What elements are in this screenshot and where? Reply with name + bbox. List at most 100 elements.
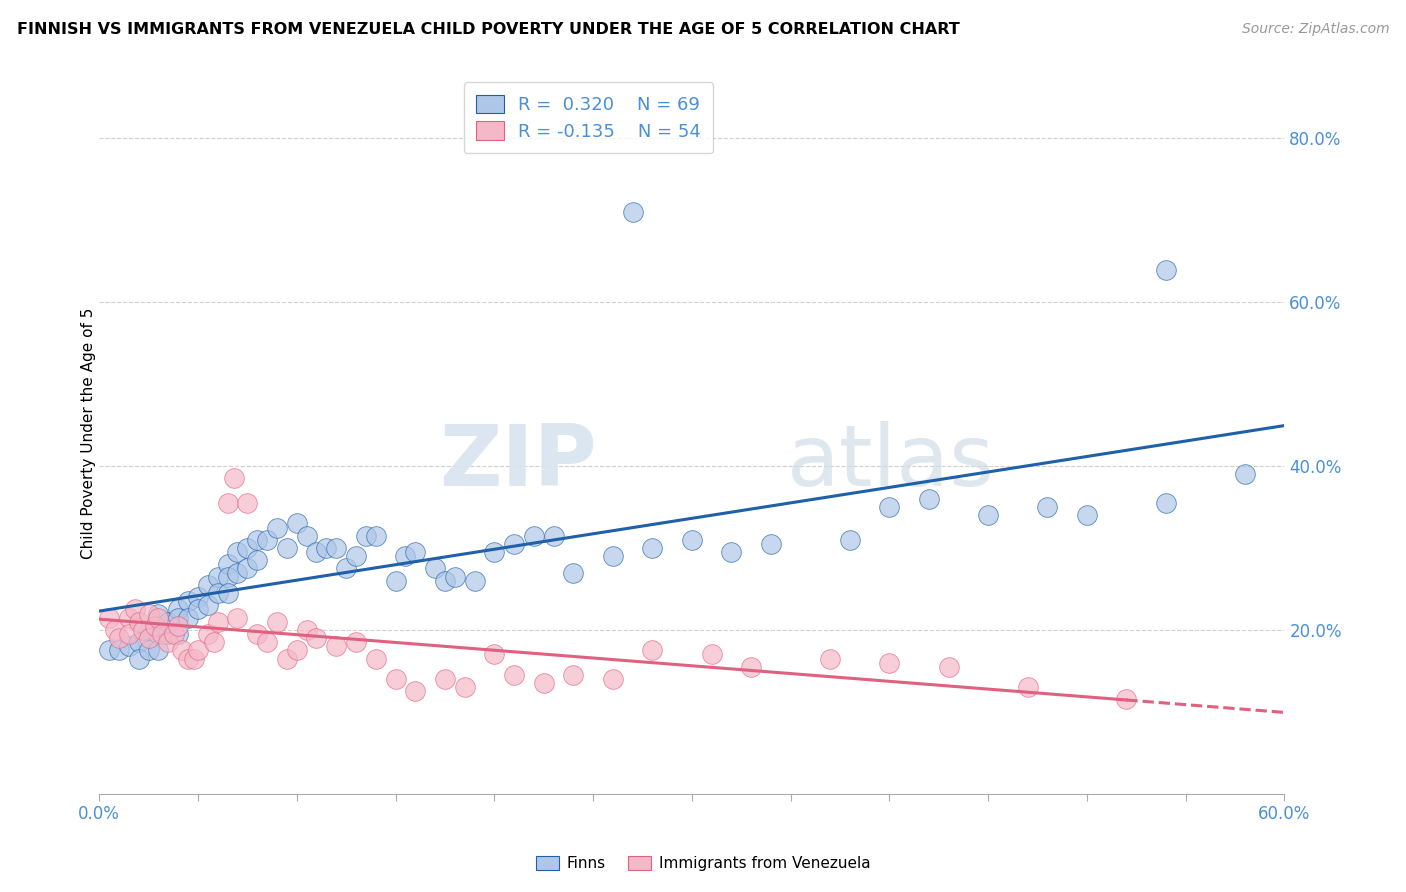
Point: [641, 541, 664, 555]
Point: [138, 607, 160, 621]
Point: [108, 643, 131, 657]
Point: [641, 643, 664, 657]
Point: [202, 635, 225, 649]
Point: [183, 651, 205, 665]
Y-axis label: Child Poverty Under the Age of 5: Child Poverty Under the Age of 5: [80, 308, 96, 559]
Point: [256, 635, 278, 649]
Point: [533, 676, 555, 690]
Point: [602, 549, 624, 564]
Point: [918, 491, 941, 506]
Point: [148, 610, 170, 624]
Point: [562, 668, 585, 682]
Point: [131, 623, 153, 637]
Point: [423, 561, 446, 575]
Point: [364, 529, 387, 543]
Point: [246, 553, 269, 567]
Point: [295, 623, 318, 637]
Point: [354, 529, 377, 543]
Point: [433, 574, 456, 588]
Point: [344, 549, 367, 564]
Point: [236, 496, 259, 510]
Point: [167, 619, 190, 633]
Text: atlas: atlas: [786, 421, 994, 504]
Point: [236, 541, 259, 555]
Point: [503, 537, 526, 551]
Point: [384, 574, 406, 588]
Point: [1233, 467, 1256, 482]
Point: [148, 607, 170, 621]
Point: [124, 602, 146, 616]
Point: [938, 659, 960, 673]
Point: [128, 615, 150, 629]
Point: [98, 643, 121, 657]
Point: [384, 672, 406, 686]
Point: [148, 643, 170, 657]
Text: FINNISH VS IMMIGRANTS FROM VENEZUELA CHILD POVERTY UNDER THE AGE OF 5 CORRELATIO: FINNISH VS IMMIGRANTS FROM VENEZUELA CHI…: [17, 22, 960, 37]
Point: [404, 684, 426, 698]
Point: [217, 496, 239, 510]
Text: ZIP: ZIP: [439, 421, 598, 504]
Point: [394, 549, 416, 564]
Point: [207, 615, 229, 629]
Point: [177, 610, 200, 624]
Point: [226, 610, 249, 624]
Point: [720, 545, 742, 559]
Point: [879, 500, 901, 514]
Point: [523, 529, 546, 543]
Point: [344, 635, 367, 649]
Point: [143, 619, 166, 633]
Point: [879, 656, 901, 670]
Point: [226, 545, 249, 559]
Point: [138, 623, 160, 637]
Point: [266, 520, 288, 534]
Point: [305, 631, 328, 645]
Point: [266, 615, 288, 629]
Point: [1154, 262, 1177, 277]
Point: [503, 668, 526, 682]
Point: [104, 623, 127, 637]
Point: [1076, 508, 1098, 523]
Point: [128, 635, 150, 649]
Point: [246, 533, 269, 547]
Point: [433, 672, 456, 686]
Point: [285, 516, 308, 531]
Point: [602, 672, 624, 686]
Point: [226, 566, 249, 580]
Point: [157, 635, 180, 649]
Point: [1017, 680, 1039, 694]
Point: [543, 529, 565, 543]
Point: [163, 627, 186, 641]
Text: Source: ZipAtlas.com: Source: ZipAtlas.com: [1241, 22, 1389, 37]
Point: [1154, 496, 1177, 510]
Point: [108, 631, 131, 645]
Point: [207, 569, 229, 583]
Point: [562, 566, 585, 580]
Point: [138, 643, 160, 657]
Point: [325, 541, 347, 555]
Point: [325, 640, 347, 654]
Point: [138, 631, 160, 645]
Point: [197, 578, 219, 592]
Point: [98, 610, 121, 624]
Point: [453, 680, 475, 694]
Point: [217, 569, 239, 583]
Point: [1115, 692, 1137, 706]
Point: [222, 471, 245, 485]
Point: [285, 643, 308, 657]
Point: [172, 643, 194, 657]
Point: [217, 586, 239, 600]
Point: [700, 648, 723, 662]
Point: [484, 648, 506, 662]
Point: [740, 659, 762, 673]
Point: [977, 508, 1000, 523]
Point: [118, 640, 141, 654]
Point: [152, 627, 174, 641]
Point: [207, 586, 229, 600]
Point: [177, 594, 200, 608]
Point: [128, 651, 150, 665]
Point: [187, 643, 209, 657]
Point: [443, 569, 465, 583]
Point: [157, 627, 180, 641]
Point: [187, 602, 209, 616]
Point: [464, 574, 486, 588]
